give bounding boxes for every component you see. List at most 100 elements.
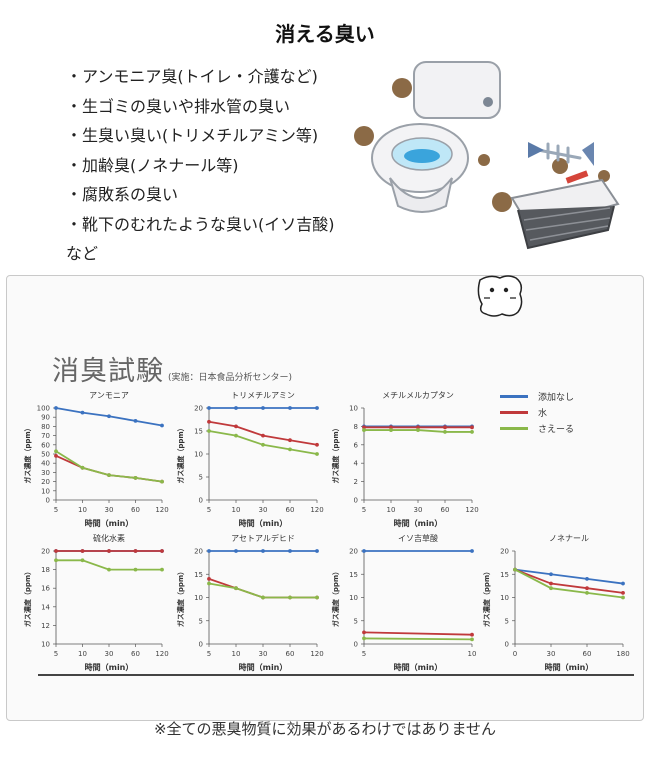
data-point bbox=[107, 473, 111, 478]
y-tick-label: 10 bbox=[500, 594, 509, 602]
x-axis-label: 時間（min） bbox=[85, 662, 134, 672]
series-line bbox=[363, 631, 473, 636]
data-point bbox=[621, 595, 625, 600]
x-tick-label: 5 bbox=[54, 506, 58, 514]
y-axis-label: ガス濃度（ppm） bbox=[176, 568, 185, 627]
data-point bbox=[288, 549, 292, 553]
series-line bbox=[514, 568, 624, 585]
data-point bbox=[207, 581, 211, 586]
data-point bbox=[288, 438, 292, 443]
y-tick-label: 2 bbox=[354, 478, 358, 486]
x-tick-label: 120 bbox=[465, 506, 478, 514]
data-point bbox=[160, 567, 164, 572]
odor-list-item: ・腐敗系の臭い bbox=[66, 185, 179, 204]
y-tick-label: 60 bbox=[41, 441, 50, 449]
data-point bbox=[234, 406, 238, 410]
odor-cloud-icon bbox=[354, 78, 610, 212]
y-tick-label: 80 bbox=[41, 423, 50, 431]
data-point bbox=[470, 430, 474, 434]
y-tick-label: 5 bbox=[505, 617, 509, 625]
data-point bbox=[54, 449, 58, 454]
chart-title: イソ吉草酸 bbox=[398, 533, 438, 543]
data-point bbox=[416, 428, 420, 432]
footnote: ※全ての悪臭物質に効果があるわけではありません bbox=[153, 720, 497, 738]
x-axis-label: 時間（min） bbox=[394, 518, 443, 528]
x-tick-label: 5 bbox=[207, 650, 211, 658]
x-tick-label: 5 bbox=[207, 506, 211, 514]
data-point bbox=[549, 581, 553, 586]
data-point bbox=[234, 424, 238, 429]
y-tick-label: 5 bbox=[199, 474, 203, 482]
data-point bbox=[585, 590, 589, 595]
chart-title: アンモニア bbox=[89, 391, 129, 400]
toilet-icon bbox=[371, 61, 501, 213]
x-tick-label: 10 bbox=[232, 506, 241, 514]
y-tick-label: 0 bbox=[354, 641, 358, 649]
odor-list-item: など bbox=[66, 244, 99, 263]
divider bbox=[38, 674, 634, 676]
data-point bbox=[207, 419, 211, 424]
y-tick-label: 0 bbox=[354, 497, 358, 505]
data-point bbox=[470, 549, 474, 553]
y-tick-label: 5 bbox=[199, 617, 203, 625]
y-tick-label: 15 bbox=[349, 571, 358, 579]
y-axis-label: ガス濃度（ppm） bbox=[23, 424, 32, 483]
data-point bbox=[585, 586, 589, 591]
y-tick-label: 100 bbox=[37, 405, 50, 413]
x-tick-label: 10 bbox=[78, 650, 87, 658]
data-point bbox=[470, 425, 474, 430]
y-tick-label: 16 bbox=[41, 585, 50, 593]
data-point bbox=[261, 549, 265, 553]
y-tick-label: 20 bbox=[41, 478, 50, 486]
legend-label: 水 bbox=[538, 408, 548, 419]
x-tick-label: 30 bbox=[547, 650, 556, 658]
x-tick-label: 10 bbox=[232, 650, 241, 658]
data-point bbox=[362, 425, 366, 430]
x-tick-label: 10 bbox=[468, 650, 477, 658]
x-tick-label: 10 bbox=[78, 506, 87, 514]
data-point bbox=[549, 586, 553, 591]
data-point bbox=[160, 549, 164, 553]
data-point bbox=[54, 453, 58, 458]
x-axis-label: 時間（min） bbox=[85, 518, 134, 528]
x-tick-label: 180 bbox=[616, 650, 629, 658]
chart-title: メチルメルカプタン bbox=[382, 391, 454, 400]
x-tick-label: 60 bbox=[131, 506, 140, 514]
data-point bbox=[133, 567, 138, 572]
data-point bbox=[54, 558, 58, 563]
data-point bbox=[261, 595, 265, 600]
y-axis-label: ガス濃度（ppm） bbox=[176, 424, 185, 483]
legend-swatch bbox=[500, 394, 528, 398]
y-axis-label: ガス濃度（ppm） bbox=[482, 568, 491, 627]
y-tick-label: 4 bbox=[354, 460, 359, 468]
test-results-panel bbox=[6, 275, 644, 721]
y-tick-label: 12 bbox=[41, 622, 50, 630]
legend-swatch bbox=[500, 426, 528, 430]
y-tick-label: 0 bbox=[46, 497, 50, 505]
y-tick-label: 20 bbox=[500, 548, 509, 556]
data-point bbox=[315, 442, 319, 447]
data-point bbox=[513, 567, 517, 572]
data-point bbox=[362, 636, 366, 641]
data-point bbox=[234, 586, 238, 591]
y-tick-label: 0 bbox=[199, 641, 203, 649]
x-tick-label: 30 bbox=[259, 650, 268, 658]
y-tick-label: 10 bbox=[194, 451, 203, 459]
legend-item: さえーる bbox=[500, 420, 574, 436]
y-tick-label: 15 bbox=[500, 571, 509, 579]
y-tick-label: 50 bbox=[41, 451, 50, 459]
odor-list-item: ・加齢臭(ノネナール等) bbox=[66, 155, 239, 175]
data-point bbox=[107, 414, 111, 419]
y-tick-label: 18 bbox=[41, 566, 50, 574]
data-point bbox=[107, 567, 111, 572]
data-point bbox=[315, 452, 319, 456]
x-axis-label: 時間（min） bbox=[239, 518, 288, 528]
x-tick-label: 10 bbox=[387, 506, 396, 514]
x-tick-label: 60 bbox=[286, 506, 295, 514]
data-point bbox=[389, 425, 393, 430]
y-axis-label: ガス濃度（ppm） bbox=[23, 568, 32, 627]
